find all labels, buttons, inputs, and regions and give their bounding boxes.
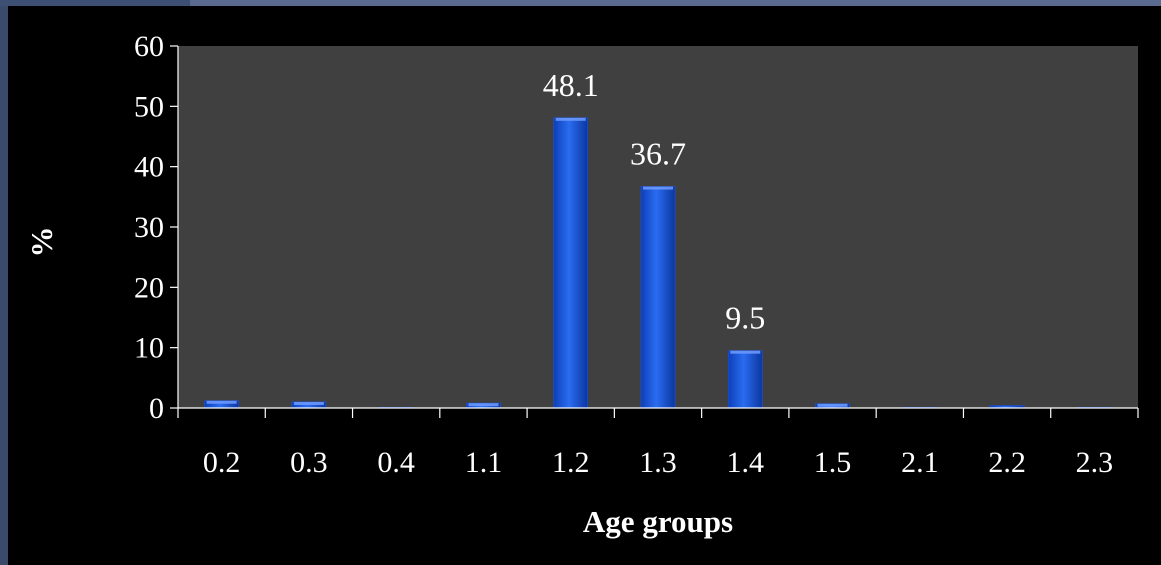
x-tick-label: 1.3 (639, 446, 677, 479)
axes-group (170, 45, 1139, 418)
y-tick-label: 40 (134, 151, 164, 184)
y-tick-label: 20 (134, 271, 164, 304)
x-tick-label: 1.4 (727, 446, 765, 479)
labels-group: 0 10 20 30 40 50 60 0.2 0.3 0.4 1.1 1.2 1.3 1.4 1.5 2.1… (134, 30, 1113, 479)
bars-group (204, 117, 1112, 409)
data-label-1-3: 36.7 (630, 136, 686, 172)
bar-1-3 (640, 186, 676, 409)
bar-highlight-1-3 (643, 186, 673, 190)
x-tick-label: 0.3 (290, 446, 328, 479)
x-tick-label: 2.1 (901, 446, 939, 479)
x-tick-label: 0.4 (377, 446, 415, 479)
y-axis-title: % (24, 227, 59, 258)
bar-1-2 (553, 117, 589, 409)
x-axis-title: Age groups (583, 504, 733, 539)
y-tick-label: 30 (134, 211, 164, 244)
x-tick-label: 1.2 (552, 446, 590, 479)
bar-1-4 (727, 350, 763, 409)
y-tick-label: 50 (134, 90, 164, 123)
y-tick-label: 0 (149, 392, 164, 425)
x-tick-label: 1.5 (814, 446, 852, 479)
y-tick-label: 60 (134, 30, 164, 63)
bar-highlight-1-2 (555, 117, 586, 121)
bar-highlight-1-5 (817, 403, 848, 407)
data-label-1-2: 48.1 (543, 67, 599, 103)
x-tick-label: 2.2 (988, 446, 1026, 479)
x-tick-label: 1.1 (465, 446, 503, 479)
x-tick-label: 0.2 (203, 446, 241, 479)
bar-highlight-0-2 (206, 400, 237, 404)
bar-highlight-1-1 (468, 403, 499, 407)
slide-accent-strip (0, 0, 8, 565)
bar-highlight-1-4 (730, 350, 761, 354)
y-tick-label: 10 (134, 332, 164, 365)
bar-highlight-0-3 (293, 401, 324, 405)
slide-accent-top (190, 0, 1161, 6)
slide-accent-corner (0, 0, 190, 6)
x-tick-label: 2.3 (1076, 446, 1114, 479)
data-label-1-4: 9.5 (725, 300, 765, 336)
